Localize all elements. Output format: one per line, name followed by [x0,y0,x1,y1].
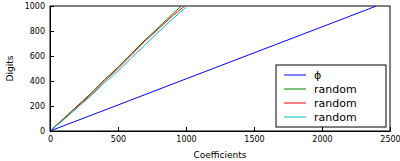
x-tick-mark [118,127,119,131]
x-tick-label: 2500 [380,135,400,144]
x-tick-mark [186,127,187,131]
x-axis-title: Coefficients [194,150,247,160]
y-tick-label: 600 [30,52,45,61]
y-tick-mark [50,56,54,57]
legend-label: random [314,83,357,96]
x-tick-label: 2000 [312,135,332,144]
x-tick-label: 1000 [176,135,196,144]
x-tick: 2000 [312,127,332,144]
series-line [50,6,185,131]
y-tick: 400 [30,77,54,86]
legend-swatch [284,117,306,118]
x-tick: 1000 [176,127,196,144]
plot: 0500100015002000250002004006008001000ϕra… [25,2,400,144]
x-tick: 2500 [380,127,400,144]
x-tick-mark [254,127,255,131]
y-tick: 200 [30,102,54,111]
x-axis: 0 500 1000 1500 2000 2500 [48,127,400,144]
y-tick-mark [50,81,54,82]
x-tick-mark [390,127,391,131]
y-tick-mark [50,31,54,32]
x-tick-mark [322,127,323,131]
x-tick: 1500 [244,127,264,144]
x-tick-label: 500 [111,135,126,144]
y-tick: 1000 [25,2,54,11]
series-line [50,7,186,131]
y-tick-label: 400 [30,77,45,86]
chart: 0500100015002000250002004006008001000ϕra… [0,0,400,161]
y-tick-label: 200 [30,102,45,111]
y-tick-label: 0 [40,127,45,136]
legend-box [276,65,386,127]
y-tick-mark [50,106,54,107]
legend: ϕrandomrandomrandom [276,65,386,127]
legend-swatch [284,89,306,90]
y-tick: 800 [30,27,54,36]
legend-label: random [314,111,357,124]
y-tick: 0 [40,127,54,136]
y-axis: 0 200 400 600 800 1000 [25,2,54,136]
legend-label: ϕ [314,69,321,82]
y-tick-mark [50,131,54,132]
y-tick-label: 1000 [25,2,45,11]
frame [50,6,390,131]
x-axis-line [51,131,391,132]
legend-swatch [284,75,306,76]
legend-label: random [314,97,357,110]
y-tick-mark [50,6,54,7]
x-tick-label: 0 [48,135,53,144]
y-tick-label: 800 [30,27,45,36]
x-tick: 500 [111,127,126,144]
x-tick-label: 1500 [244,135,264,144]
legend-swatch [284,103,306,104]
series-line [50,6,181,131]
y-tick: 600 [30,52,54,61]
y-axis-line [50,7,51,132]
y-axis-title: Digits [5,55,15,81]
